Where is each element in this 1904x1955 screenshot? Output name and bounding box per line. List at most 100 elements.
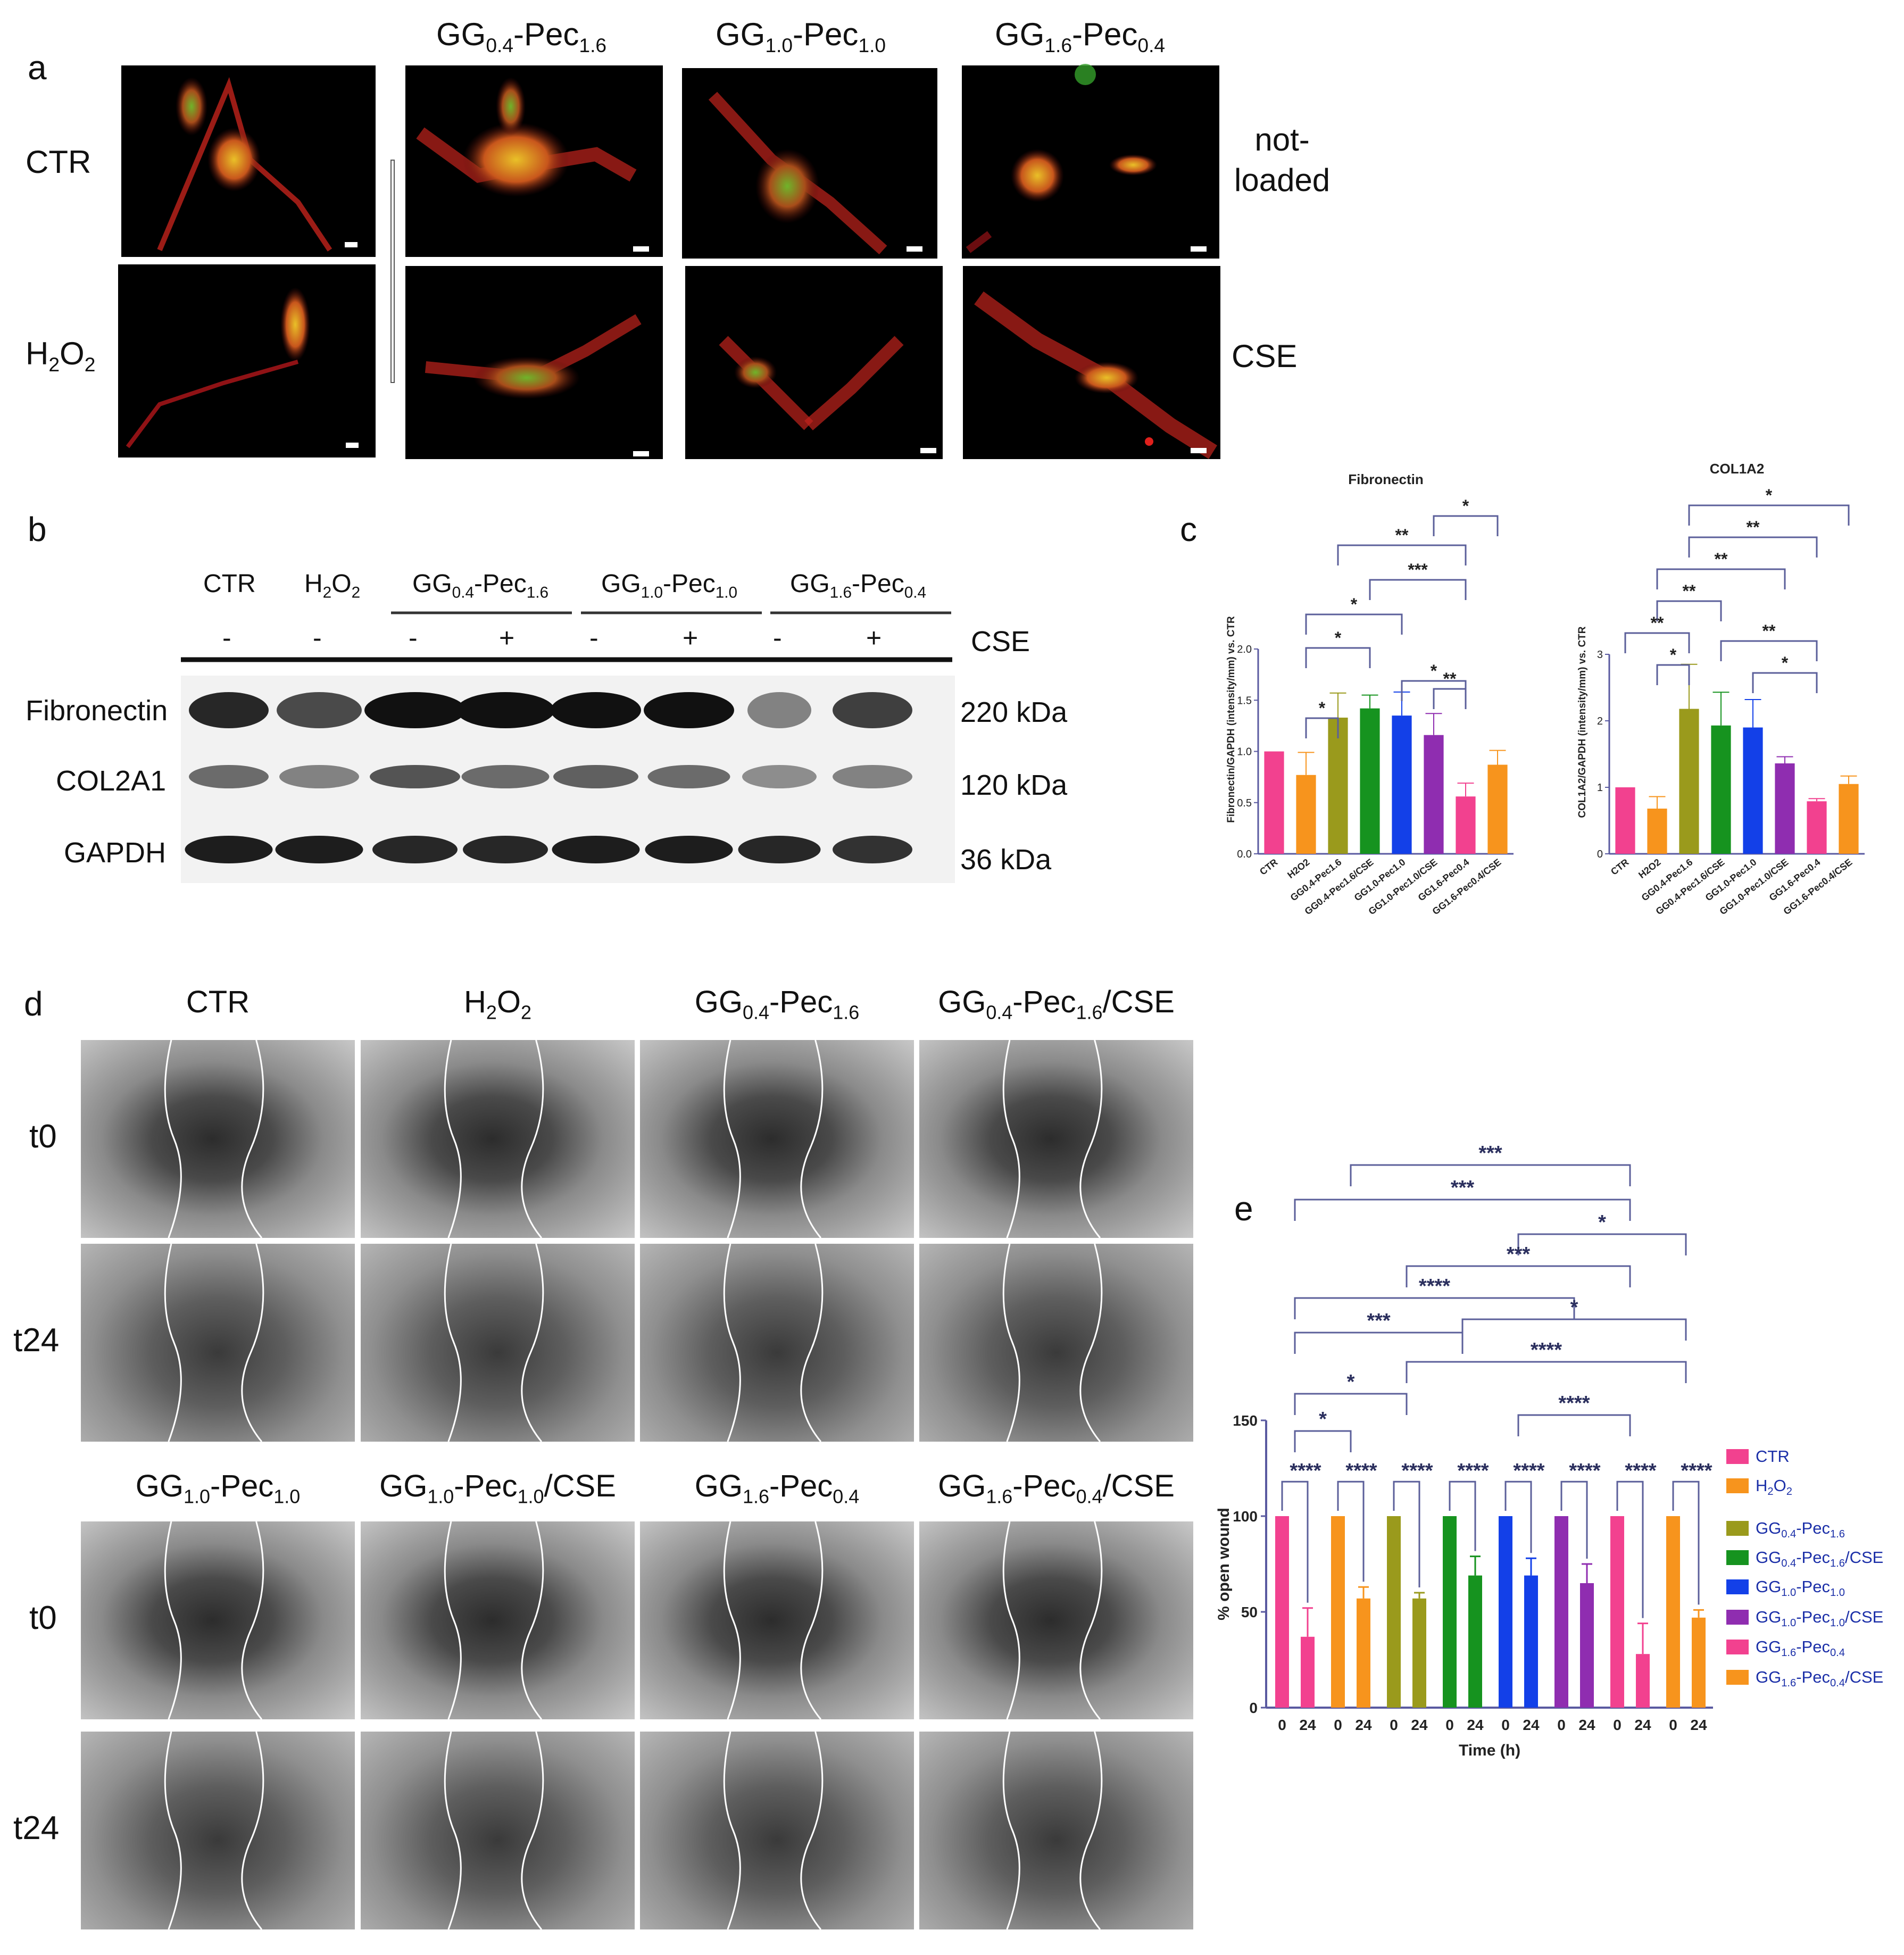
y-tick-label: 1.5 — [1237, 695, 1252, 706]
significance-label: **** — [1625, 1460, 1656, 1482]
wb-protein-col2a1: COL2A1 — [56, 765, 167, 797]
bar — [1499, 1516, 1512, 1708]
y-tick-label: 100 — [1233, 1508, 1258, 1525]
bar — [1554, 1516, 1568, 1708]
significance-label: * — [1335, 628, 1342, 647]
wb-band — [370, 765, 460, 788]
significance-label: ** — [1762, 621, 1776, 640]
x-tick-label: 0 — [1445, 1717, 1454, 1733]
x-tick-label: 24 — [1578, 1717, 1595, 1733]
x-tick-label: 0 — [1390, 1717, 1398, 1733]
significance-label: * — [1319, 698, 1326, 718]
y-tick-label: 1 — [1597, 782, 1603, 794]
y-tick-label: 0.0 — [1237, 848, 1252, 860]
wb-band — [738, 836, 821, 863]
wb-kda-gapdh: 36 kDa — [960, 844, 1052, 876]
bar — [1743, 727, 1763, 854]
significance-label: **** — [1569, 1460, 1600, 1482]
scratch-image — [361, 1244, 635, 1442]
significance-label: *** — [1451, 1177, 1475, 1199]
wb-protein-fibronectin: Fibronectin — [26, 695, 168, 727]
fluorescence-images — [118, 64, 1220, 459]
significance-label: ** — [1715, 550, 1728, 569]
wound-edge-trace — [723, 1244, 824, 1442]
bar — [1392, 716, 1412, 854]
wound-edge-trace — [164, 1040, 264, 1238]
significance-label: * — [1351, 595, 1358, 614]
significance-bracket — [1337, 1480, 1365, 1582]
wb-cse-sign: - — [773, 623, 782, 653]
significance-bracket — [1294, 1430, 1352, 1452]
wb-band — [185, 836, 273, 863]
x-tick-label: 0 — [1669, 1717, 1677, 1733]
x-tick-label: 24 — [1467, 1717, 1484, 1733]
legend-label: GG0.4-Pec1.6/CSE — [1756, 1548, 1884, 1570]
panel-label-c: c — [1180, 510, 1197, 548]
bar — [1807, 801, 1827, 854]
scratch-image — [361, 1040, 635, 1238]
legend-label: GG1.6-Pec0.4/CSE — [1756, 1668, 1884, 1690]
scratch-row-label: t0 — [29, 1118, 57, 1155]
wb-protein-gapdh: GAPDH — [64, 837, 167, 869]
wb-band — [372, 836, 458, 863]
scratch-row-label: t24 — [13, 1810, 60, 1846]
wb-cse-sign: - — [222, 623, 231, 653]
wb-kda-fibronectin: 220 kDa — [960, 696, 1068, 728]
scratch-col-label: H2O2 — [463, 985, 532, 1024]
bar — [1331, 1516, 1345, 1708]
wound-edge-trace — [164, 1521, 264, 1719]
y-tick-label: 0.5 — [1237, 797, 1252, 809]
wound-edge-trace — [164, 1732, 264, 1929]
bar — [1711, 725, 1731, 854]
significance-bracket — [1406, 1361, 1687, 1383]
y-axis-label: % open wound — [1215, 1508, 1233, 1620]
panel-a-divider — [390, 160, 395, 383]
x-tick-label: CTR — [1258, 856, 1279, 877]
wound-edge-trace — [1002, 1244, 1103, 1442]
bar — [1424, 735, 1444, 854]
significance-label: *** — [1408, 560, 1428, 579]
panel-label-a: a — [28, 48, 47, 87]
legend-label: GG1.6-Pec0.4 — [1756, 1637, 1845, 1659]
significance-bracket — [1517, 1414, 1631, 1436]
significance-bracket — [1752, 672, 1818, 693]
x-tick-label: H2O2 — [1285, 856, 1311, 880]
x-axis-label: Time (h) — [1459, 1742, 1520, 1759]
bar — [1524, 1575, 1538, 1708]
bar — [1610, 1516, 1624, 1708]
bar — [1666, 1516, 1680, 1708]
scratch-row-label: t24 — [13, 1322, 60, 1359]
significance-label: ** — [1395, 526, 1409, 545]
scratch-image — [919, 1040, 1193, 1238]
y-tick-label: 1.0 — [1237, 746, 1252, 758]
bar — [1357, 1598, 1370, 1708]
legend-swatch — [1726, 1640, 1749, 1654]
bar — [1387, 1516, 1401, 1708]
wb-band — [644, 692, 734, 728]
bar — [1580, 1583, 1594, 1708]
significance-bracket — [1350, 1164, 1631, 1186]
wb-cse-sign: + — [866, 623, 882, 653]
scratch-image — [81, 1040, 355, 1238]
right-label-cse: CSE — [1232, 338, 1298, 374]
bar — [1647, 809, 1667, 854]
significance-bracket — [1281, 1480, 1309, 1603]
fibronectin-chart: Fibronectin 0.0 0.5 1.0 1.5 2.0Fibronectin/GA… — [1226, 471, 1514, 917]
scratch-image — [919, 1244, 1193, 1442]
significance-label: **** — [1558, 1392, 1590, 1415]
x-tick-label: 24 — [1690, 1717, 1707, 1733]
significance-label: * — [1766, 486, 1773, 505]
wb-band — [461, 765, 550, 788]
panel-label-e: e — [1234, 1189, 1253, 1228]
y-axis-label: Fibronectin/GAPDH (intensity/mm) vs. CTR — [1226, 616, 1237, 823]
wound-edge-trace — [444, 1244, 544, 1442]
chart-title: COL1A2 — [1710, 461, 1765, 477]
scratch-col-label: GG0.4-Pec1.6/CSE — [938, 985, 1175, 1024]
significance-bracket — [1624, 632, 1690, 653]
scratch-col-label: GG1.6-Pec0.4 — [694, 1469, 860, 1508]
scratch-image — [81, 1244, 355, 1442]
significance-bracket — [1294, 1199, 1631, 1221]
wound-edge-trace — [723, 1040, 824, 1238]
wb-cse-label: CSE — [971, 626, 1030, 658]
